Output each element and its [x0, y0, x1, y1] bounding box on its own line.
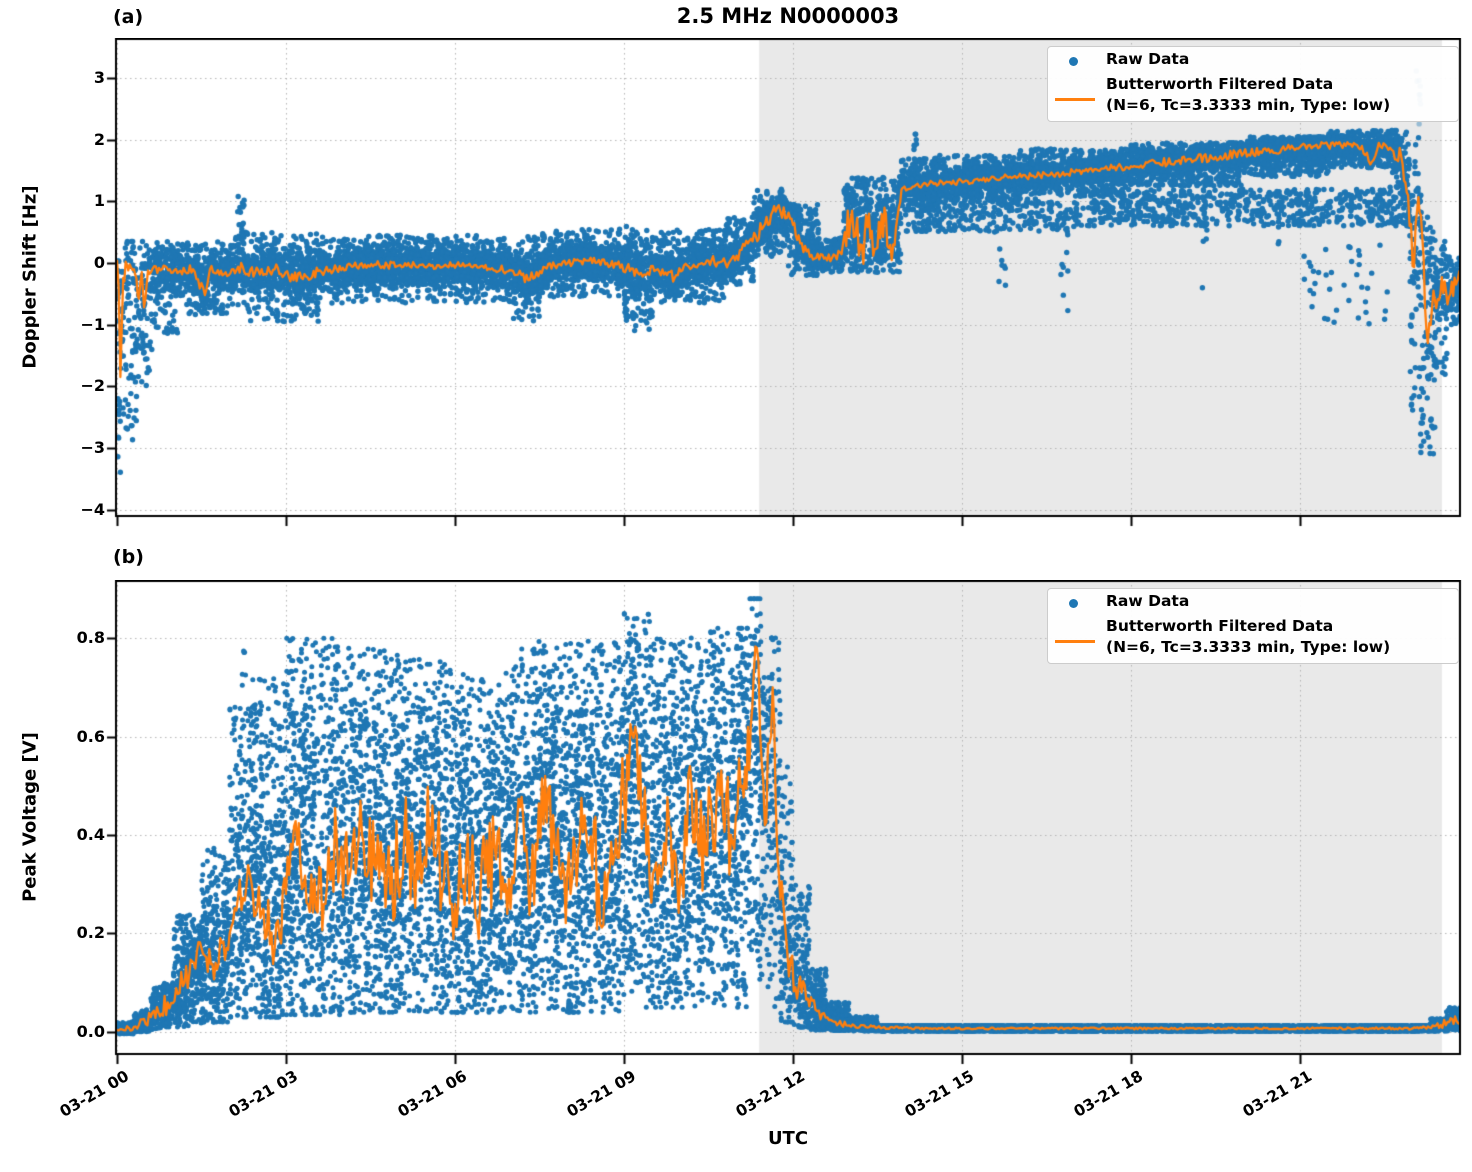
x-tick-label: 03-21 03 — [225, 1067, 301, 1121]
filtered-line-swatch-icon — [1055, 98, 1095, 101]
y-tick-label: 0.2 — [76, 923, 105, 943]
y-tick-label: 0.8 — [76, 628, 105, 648]
legend-raw-label: Raw Data — [1106, 50, 1190, 68]
legend-filtered-label: Butterworth Filtered Data — [1106, 617, 1334, 635]
filtered-line-swatch-icon — [1055, 640, 1095, 643]
x-tick-label: 03-21 18 — [1070, 1067, 1146, 1121]
x-tick-label: 03-21 09 — [563, 1067, 639, 1121]
x-tick-label: 03-21 06 — [394, 1067, 470, 1121]
y-tick-label: −1 — [80, 314, 105, 334]
x-tick-label: 03-21 12 — [732, 1067, 808, 1121]
x-tick-label: 03-21 15 — [901, 1067, 977, 1121]
y-tick-label: 0.0 — [76, 1021, 105, 1041]
y-tick-label: 1 — [93, 191, 105, 211]
y-axis-label-voltage: Peak Voltage [V] — [19, 732, 41, 902]
y-tick-label: 3 — [93, 68, 105, 88]
y-axis-label-doppler: Doppler Shift [Hz] — [19, 185, 41, 369]
legend-raw-label: Raw Data — [1106, 592, 1190, 610]
legend-filtered-label: Butterworth Filtered Data — [1106, 75, 1334, 93]
y-tick-label: 0.4 — [76, 824, 105, 844]
panel-b-label: (b) — [113, 546, 144, 568]
legend-panel-b: Raw Data Butterworth Filtered Data (N=6,… — [1047, 588, 1459, 664]
y-tick-label: 2 — [93, 129, 105, 149]
raw-data-marker-icon — [1069, 57, 1078, 66]
legend-panel-a: Raw Data Butterworth Filtered Data (N=6,… — [1047, 46, 1459, 122]
x-tick-label: 03-21 00 — [56, 1067, 132, 1121]
y-tick-label: 0 — [93, 253, 105, 272]
x-axis-label: UTC — [767, 1128, 809, 1149]
legend-filtered-params: (N=6, Tc=3.3333 min, Type: low) — [1106, 638, 1391, 656]
y-tick-label: −2 — [80, 376, 105, 396]
legend-filtered-params: (N=6, Tc=3.3333 min, Type: low) — [1106, 96, 1391, 114]
raw-data-marker-icon — [1069, 599, 1078, 608]
y-tick-label: 0.6 — [76, 726, 105, 746]
y-tick-label: −3 — [80, 437, 105, 457]
x-tick-label: 03-21 21 — [1239, 1067, 1315, 1121]
panel-a-label: (a) — [113, 6, 144, 28]
figure-title: 2.5 MHz N0000003 — [676, 4, 900, 28]
y-tick-label: −4 — [80, 499, 105, 519]
